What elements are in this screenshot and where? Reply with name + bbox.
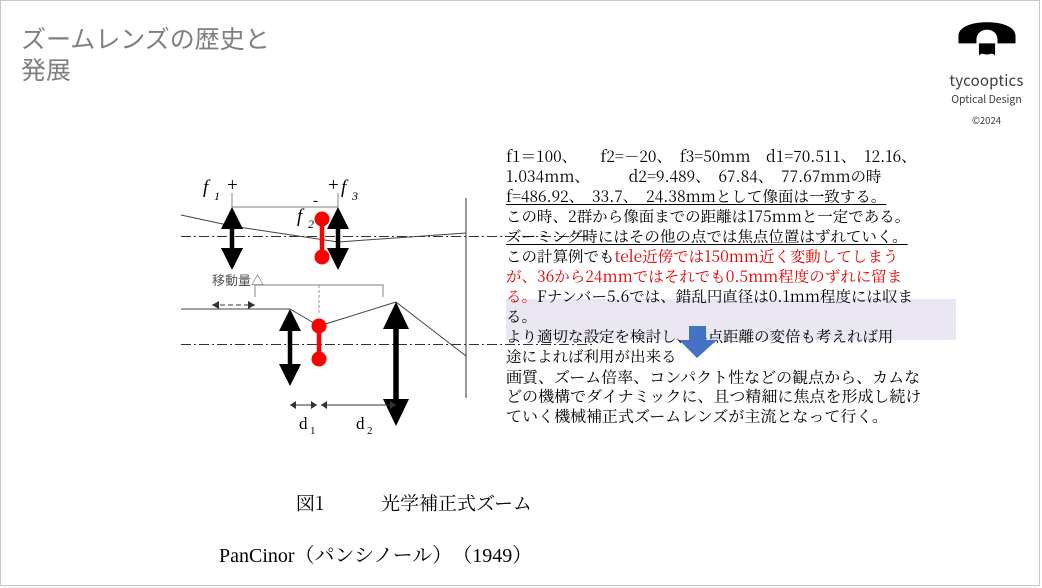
svg-text:f: f	[297, 206, 305, 227]
svg-text:f: f	[341, 177, 349, 198]
svg-text:+: +	[227, 175, 238, 196]
svg-text:3: 3	[351, 189, 358, 203]
svg-text:d: d	[299, 414, 308, 433]
svg-text:f: f	[203, 177, 211, 198]
svg-text:移動量△: 移動量△	[212, 270, 264, 289]
svg-text:2: 2	[308, 217, 314, 231]
svg-text:-: -	[313, 193, 318, 209]
svg-text:1: 1	[310, 425, 316, 437]
svg-text:d: d	[356, 414, 365, 433]
svg-text:2: 2	[367, 425, 373, 437]
svg-text:+: +	[328, 175, 339, 196]
svg-text:1: 1	[214, 189, 220, 203]
